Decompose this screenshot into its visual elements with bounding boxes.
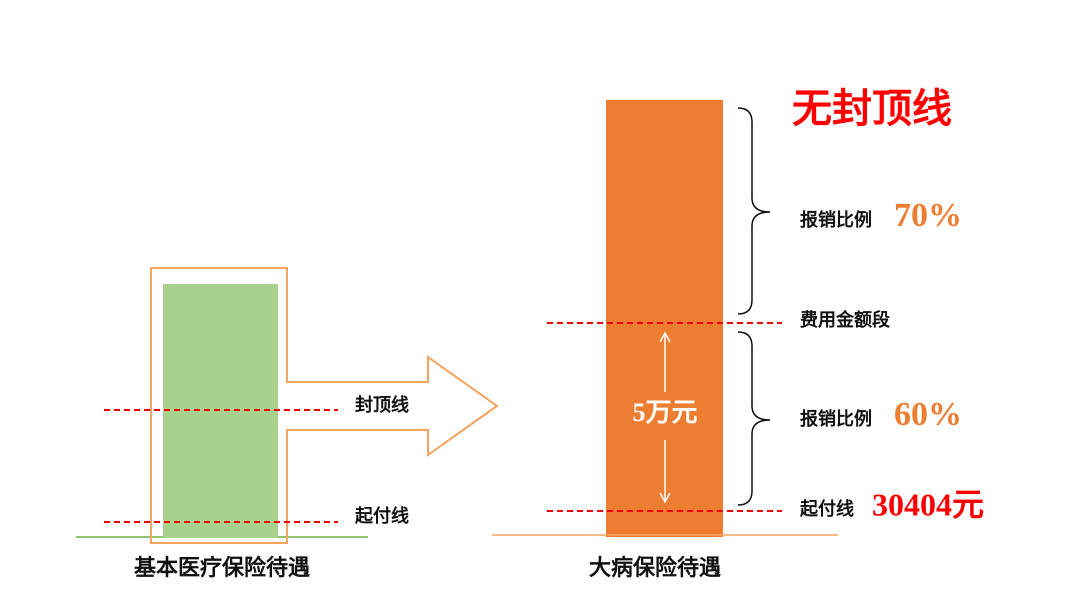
amount-arrows — [659, 331, 671, 504]
right-label: 大病保险待遇 — [589, 555, 721, 580]
upper-rate: 70% — [894, 197, 962, 234]
cap-label: 封顶线 — [355, 394, 409, 415]
segment-label: 费用金额段 — [800, 309, 891, 330]
basic-bar — [163, 284, 278, 538]
upper-rate-label: 报销比例 — [800, 209, 872, 230]
amount-label: 5万元 — [632, 398, 697, 427]
deductible-label: 起付线 — [799, 498, 854, 519]
deductible-label: 起付线 — [354, 505, 409, 526]
lower-rate-label: 报销比例 — [800, 408, 872, 429]
arrow-outline — [150, 267, 499, 544]
deductible-value: 30404元 — [872, 486, 984, 522]
no-cap-label: 无封顶线 — [792, 86, 952, 131]
braces — [737, 107, 771, 506]
lower-rate: 60% — [894, 396, 962, 433]
left-label: 基本医疗保险待遇 — [134, 555, 310, 580]
